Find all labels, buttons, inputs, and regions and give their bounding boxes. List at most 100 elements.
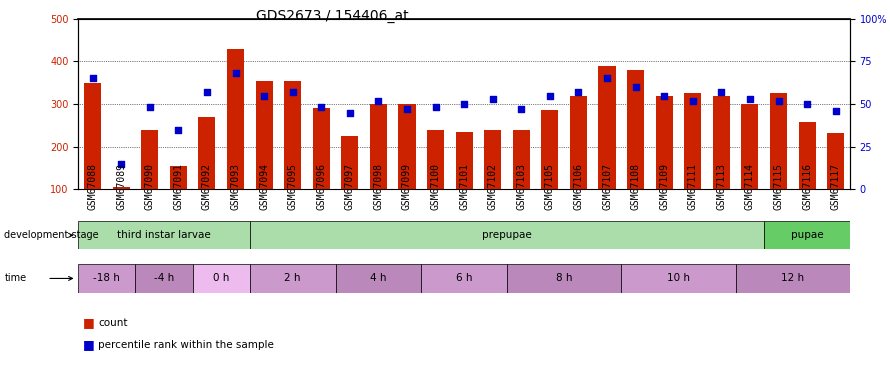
Text: 8 h: 8 h (556, 273, 572, 284)
Bar (765, 221, 850, 249)
Point (486, 96, 500, 102)
Text: count: count (98, 318, 127, 327)
Bar (827, 133, 845, 189)
Text: development stage: development stage (4, 230, 99, 240)
Bar (250, 221, 765, 249)
Bar (198, 117, 215, 189)
Text: GSM67109: GSM67109 (659, 163, 669, 210)
Point (714, 89, 728, 95)
Bar (192, 264, 250, 292)
Bar (621, 264, 736, 292)
Text: GSM67117: GSM67117 (830, 163, 841, 210)
Text: GSM67096: GSM67096 (316, 163, 327, 210)
Point (257, 93, 271, 99)
Text: pupae: pupae (791, 230, 823, 240)
Bar (336, 264, 421, 292)
Bar (684, 93, 701, 189)
Text: 6 h: 6 h (456, 273, 473, 284)
Text: GSM67101: GSM67101 (459, 163, 469, 210)
Text: GSM67098: GSM67098 (374, 163, 384, 210)
Point (171, 127, 185, 133)
Bar (736, 264, 850, 292)
Bar (421, 264, 507, 292)
Text: GSM67103: GSM67103 (516, 163, 526, 210)
Point (142, 105, 157, 111)
Text: 10 h: 10 h (667, 273, 690, 284)
Point (628, 84, 643, 90)
Text: ■: ■ (83, 339, 94, 351)
Bar (598, 66, 616, 189)
Text: GSM67091: GSM67091 (174, 163, 183, 210)
Point (343, 110, 357, 116)
Text: 12 h: 12 h (781, 273, 805, 284)
Bar (798, 122, 815, 189)
Text: GSM67113: GSM67113 (716, 163, 726, 210)
Point (286, 89, 300, 95)
Text: GSM67108: GSM67108 (631, 163, 641, 210)
Text: GSM67105: GSM67105 (545, 163, 554, 210)
Point (428, 105, 442, 111)
Text: GSM67093: GSM67093 (231, 163, 240, 210)
Bar (770, 93, 787, 189)
Text: GSM67102: GSM67102 (488, 163, 498, 210)
Text: 4 h: 4 h (370, 273, 386, 284)
Text: time: time (4, 273, 27, 284)
Point (772, 98, 786, 104)
Text: GSM67097: GSM67097 (344, 163, 355, 210)
Bar (627, 70, 644, 189)
Bar (741, 104, 758, 189)
Text: GSM67092: GSM67092 (202, 163, 212, 210)
Bar (113, 187, 130, 189)
Bar (507, 264, 621, 292)
Point (114, 161, 128, 167)
Bar (484, 130, 501, 189)
Point (85, 75, 100, 81)
Text: 2 h: 2 h (285, 273, 301, 284)
Point (543, 93, 557, 99)
Text: GDS2673 / 154406_at: GDS2673 / 154406_at (256, 9, 409, 23)
Point (800, 101, 814, 107)
Bar (255, 81, 272, 189)
Bar (456, 132, 473, 189)
Bar (250, 264, 336, 292)
Bar (370, 104, 387, 189)
Text: GSM67114: GSM67114 (745, 163, 755, 210)
Text: -4 h: -4 h (154, 273, 174, 284)
Point (229, 70, 243, 76)
Text: ■: ■ (83, 316, 94, 329)
Bar (570, 96, 587, 189)
Bar (170, 166, 187, 189)
Text: GSM67090: GSM67090 (145, 163, 155, 210)
Bar (341, 136, 359, 189)
Text: GSM67106: GSM67106 (573, 163, 584, 210)
Bar (142, 130, 158, 189)
Point (400, 106, 414, 112)
Text: GSM67094: GSM67094 (259, 163, 269, 210)
Point (314, 105, 328, 111)
Point (829, 108, 843, 114)
Point (571, 89, 586, 95)
Bar (656, 96, 673, 189)
Text: GSM67111: GSM67111 (688, 163, 698, 210)
Text: GSM67089: GSM67089 (117, 163, 126, 210)
Text: GSM67107: GSM67107 (602, 163, 612, 210)
Text: -18 h: -18 h (93, 273, 120, 284)
Text: prepupae: prepupae (482, 230, 532, 240)
Text: GSM67115: GSM67115 (773, 163, 783, 210)
Bar (713, 96, 730, 189)
Point (514, 106, 529, 112)
Point (199, 89, 214, 95)
Point (371, 98, 385, 104)
Bar (427, 130, 444, 189)
Text: percentile rank within the sample: percentile rank within the sample (98, 340, 274, 350)
Point (457, 101, 471, 107)
Text: GSM67100: GSM67100 (431, 163, 441, 210)
Text: 0 h: 0 h (213, 273, 230, 284)
Point (685, 98, 700, 104)
Text: GSM67088: GSM67088 (87, 163, 98, 210)
Bar (513, 130, 530, 189)
Text: GSM67099: GSM67099 (402, 163, 412, 210)
Bar (84, 83, 101, 189)
Bar (78, 221, 250, 249)
Point (600, 75, 614, 81)
